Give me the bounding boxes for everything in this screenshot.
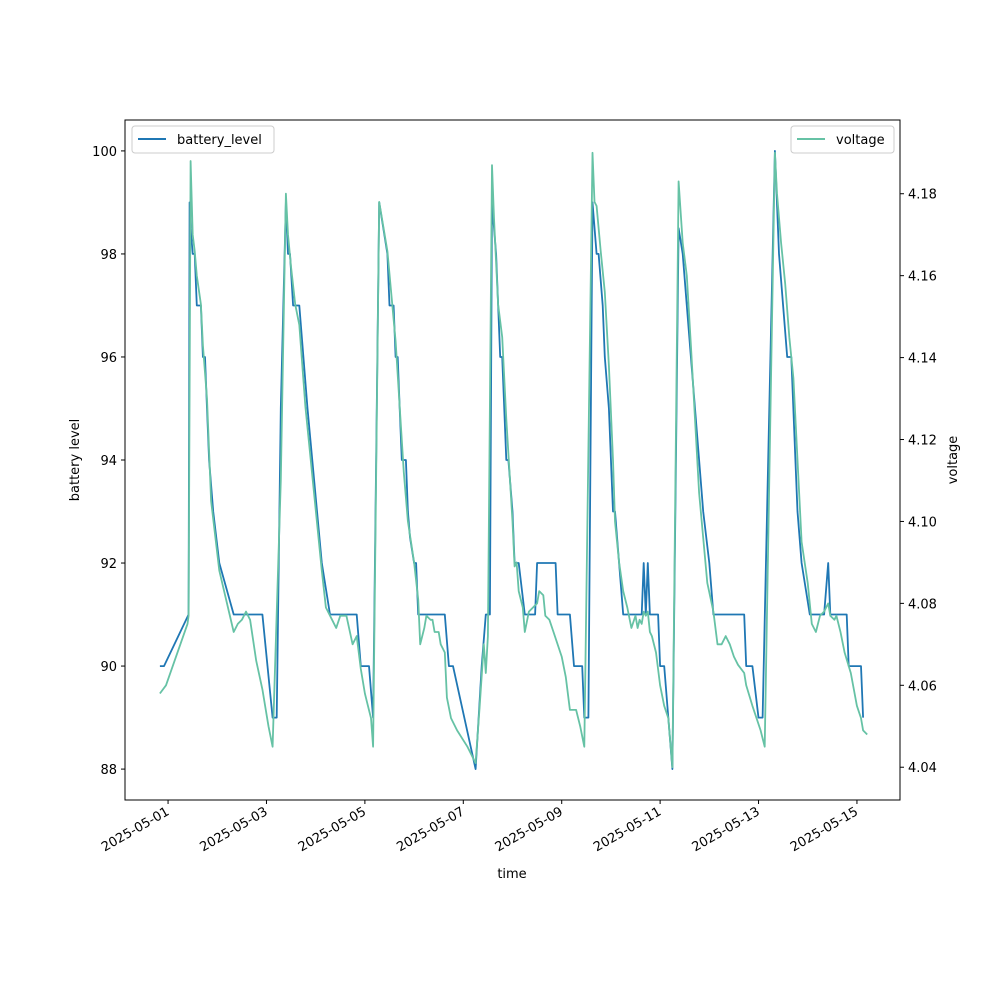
series-line-voltage (159, 151, 868, 769)
y-left-tick-label: 100 (92, 145, 117, 160)
legend-voltage: voltage (790, 125, 895, 154)
y-right-tick-label: 4.16 (908, 270, 937, 285)
x-axis: 2025-05-01 2025-05-03 2025-05-05 2025-05-07… (99, 800, 861, 855)
y-axis-left: 88 90 92 94 96 98 100 (92, 145, 125, 778)
y-right-tick-label: 4.08 (908, 597, 937, 612)
x-tick-label: 2025-05-15 (788, 804, 861, 855)
legend-label: battery_level (177, 133, 262, 148)
plot-frame (124, 119, 901, 801)
x-tick-label: 2025-05-01 (99, 804, 172, 855)
series-line-battery-level (159, 150, 864, 770)
x-tick-label: 2025-05-07 (394, 804, 467, 855)
y-axis-right: 4.04 4.06 4.08 4.10 4.12 4.14 4.16 4.18 (900, 188, 937, 776)
y-right-tick-label: 4.10 (908, 515, 937, 530)
x-tick-label: 2025-05-03 (198, 804, 271, 855)
y-right-tick-label: 4.04 (908, 761, 937, 776)
y-right-tick-label: 4.12 (908, 434, 937, 449)
legend-box (131, 125, 275, 154)
legend-label: voltage (836, 133, 885, 148)
x-axis-label: time (497, 867, 526, 882)
legend-battery-level: battery_level (131, 125, 275, 154)
x-tick-label: 2025-05-09 (493, 804, 566, 855)
y-axis-right-label: voltage (946, 436, 961, 485)
y-right-tick-label: 4.14 (908, 352, 937, 367)
x-tick-label: 2025-05-11 (591, 804, 664, 855)
series-layer (159, 150, 868, 770)
y-left-tick-label: 96 (100, 351, 117, 366)
y-left-tick-label: 88 (100, 763, 117, 778)
y-left-tick-label: 98 (100, 248, 117, 263)
y-axis-left-label: battery level (68, 419, 83, 502)
x-tick-label: 2025-05-13 (690, 804, 763, 855)
y-left-tick-label: 92 (100, 557, 117, 572)
y-left-tick-label: 90 (100, 660, 117, 675)
y-right-tick-label: 4.06 (908, 679, 937, 694)
y-right-tick-label: 4.18 (908, 188, 937, 203)
y-left-tick-label: 94 (100, 454, 117, 469)
legend-box (790, 125, 895, 154)
x-tick-label: 2025-05-05 (296, 804, 369, 855)
